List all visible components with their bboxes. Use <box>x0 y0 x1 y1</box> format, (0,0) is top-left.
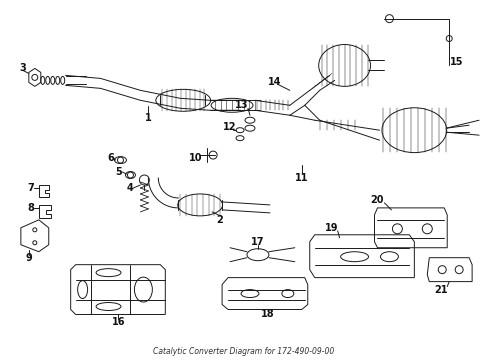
Text: 14: 14 <box>267 77 281 87</box>
Text: 19: 19 <box>324 223 338 233</box>
Text: 15: 15 <box>449 58 463 67</box>
Text: 10: 10 <box>189 153 203 163</box>
Text: 8: 8 <box>27 203 34 213</box>
Text: 20: 20 <box>370 195 384 205</box>
Text: 11: 11 <box>294 173 308 183</box>
Text: 6: 6 <box>107 153 114 163</box>
Text: 2: 2 <box>216 215 223 225</box>
Text: 5: 5 <box>115 167 122 177</box>
Text: 4: 4 <box>127 183 134 193</box>
Text: Catalytic Converter Diagram for 172-490-09-00: Catalytic Converter Diagram for 172-490-… <box>153 347 334 356</box>
Text: 1: 1 <box>145 113 151 123</box>
Text: 7: 7 <box>27 183 34 193</box>
Text: 17: 17 <box>251 237 264 247</box>
Text: 21: 21 <box>434 284 447 294</box>
Text: 9: 9 <box>25 253 32 263</box>
Text: 12: 12 <box>223 122 236 132</box>
Text: 3: 3 <box>20 63 26 73</box>
Text: 13: 13 <box>235 100 248 110</box>
Text: 18: 18 <box>261 310 274 319</box>
Text: 16: 16 <box>112 318 125 328</box>
